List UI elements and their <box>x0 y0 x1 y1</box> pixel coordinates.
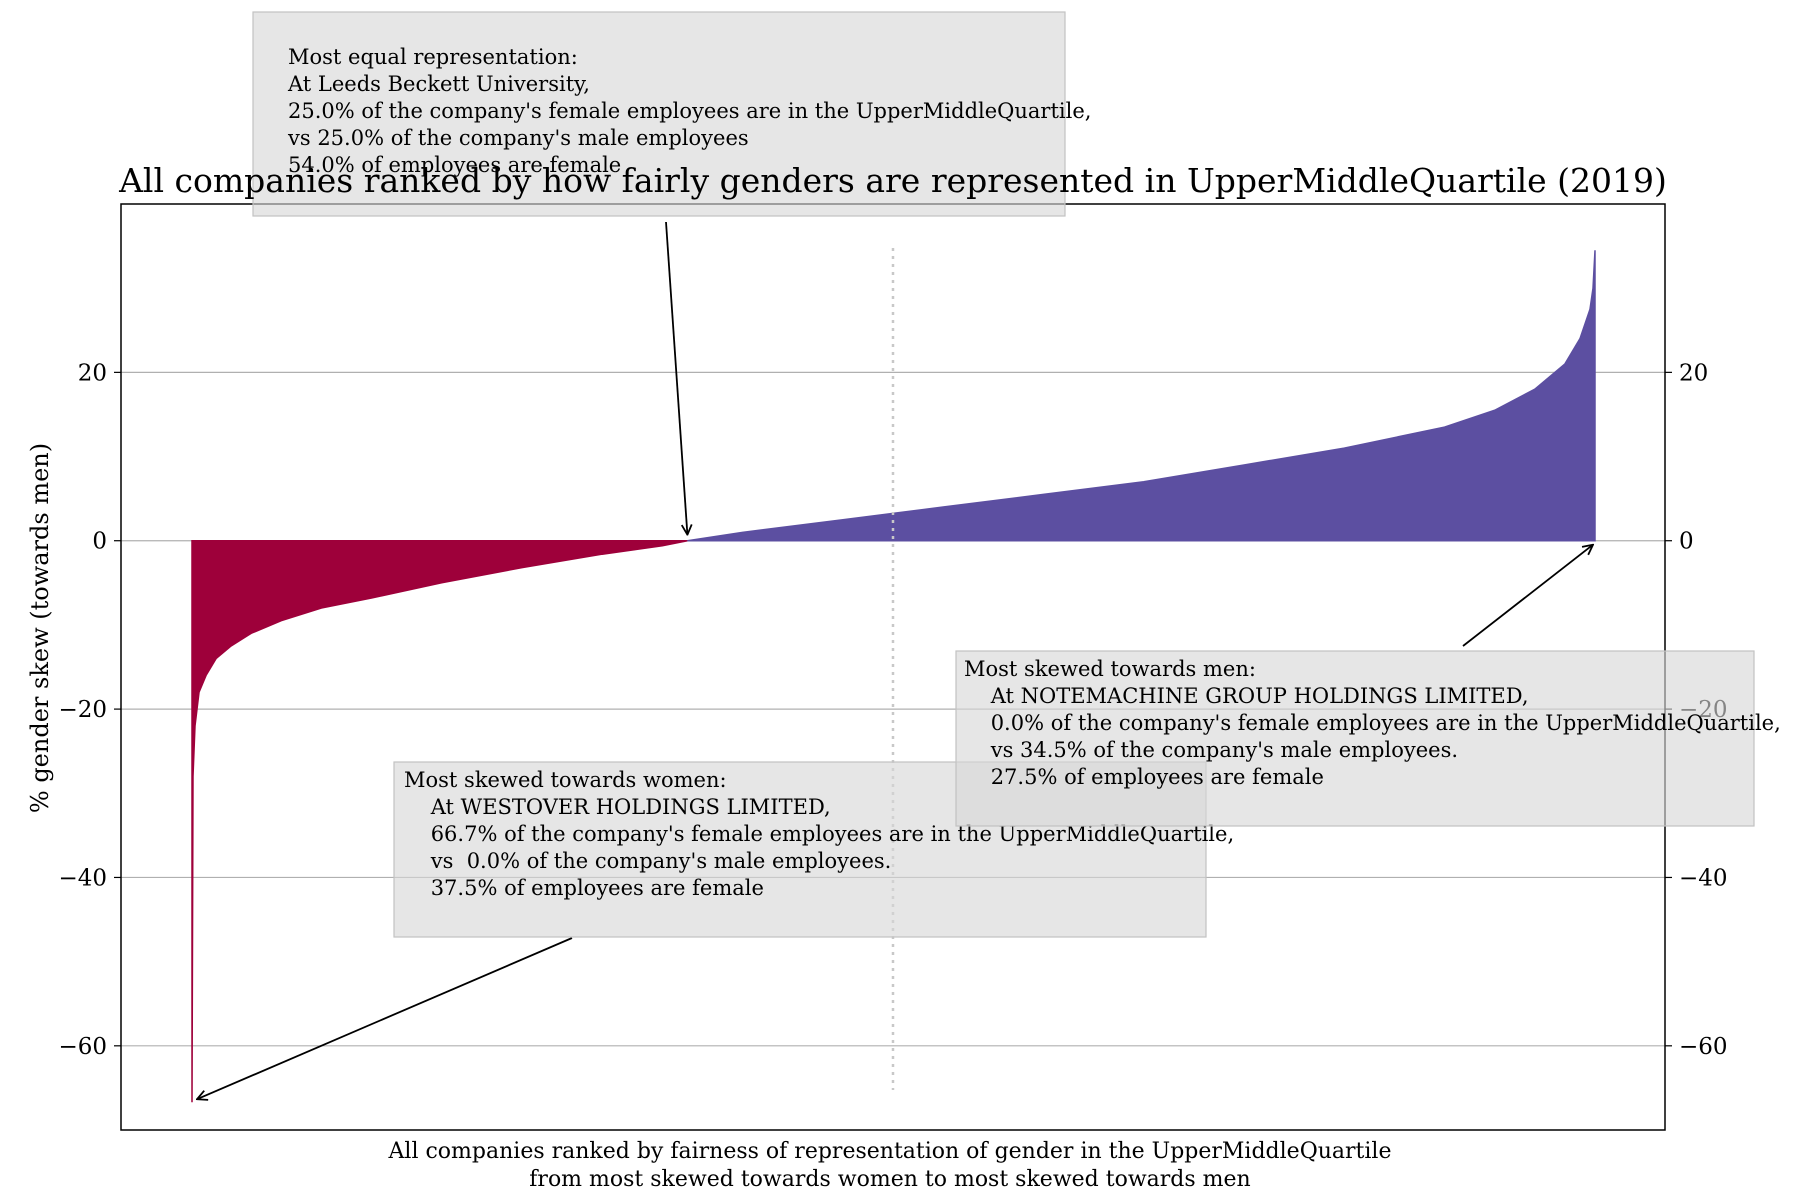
y-tick-label-right: −60 <box>1679 1034 1728 1060</box>
annotation-box <box>252 11 1066 217</box>
area-series-1 <box>687 250 1596 542</box>
y-axis-label: % gender skew (towards men) <box>26 443 54 813</box>
annotation-line: At NOTEMACHINE GROUP HOLDINGS LIMITED, <box>964 684 1529 708</box>
annotation-line: vs 34.5% of the company's male employees… <box>964 738 1458 762</box>
x-axis-label-line-1: All companies ranked by fairness of repr… <box>388 1139 1392 1164</box>
area-series-0 <box>191 539 688 1103</box>
plot-areas <box>191 250 1596 1103</box>
y-tick-label-right: −40 <box>1679 865 1728 891</box>
annotation-0: Most equal representation: At Leeds Becke… <box>252 11 1091 535</box>
annotation-2: Most skewed towards men: At NOTEMACHINE … <box>955 545 1781 827</box>
annotation-line: 25.0% of the company's female employees … <box>288 99 1091 123</box>
annotation-line: vs 25.0% of the company's male employees <box>287 126 749 150</box>
annotation-line: 27.5% of employees are female <box>964 765 1324 789</box>
y-tick-label-right: 20 <box>1679 360 1708 386</box>
annotation-line: 37.5% of employees are female <box>404 876 764 900</box>
y-tick-label-left: −60 <box>58 1034 107 1060</box>
annotations: Most equal representation: At Leeds Becke… <box>197 11 1781 1099</box>
annotation-line: Most skewed towards men: <box>964 657 1256 681</box>
y-tick-label-left: 0 <box>92 529 107 555</box>
annotation-arrow <box>1462 545 1593 647</box>
annotation-arrow <box>665 221 687 535</box>
y-tick-label-left: −20 <box>58 697 107 723</box>
annotation-line: 0.0% of the company's female employees a… <box>964 711 1781 735</box>
annotation-line: Most equal representation: <box>288 45 578 69</box>
annotation-line: At WESTOVER HOLDINGS LIMITED, <box>404 795 831 819</box>
x-axis-label-line-2: from most skewed towards women to most s… <box>529 1167 1250 1192</box>
annotation-line: vs 0.0% of the company's male employees. <box>404 849 891 873</box>
y-tick-label-right: 0 <box>1679 529 1694 555</box>
annotation-box <box>955 650 1755 827</box>
annotation-arrow <box>197 937 573 1099</box>
annotation-line: At Leeds Beckett University, <box>287 72 590 96</box>
y-tick-label-left: 20 <box>78 360 107 386</box>
chart-title: All companies ranked by how fairly gende… <box>118 161 1667 200</box>
annotation-line: 54.0% of employees are female <box>288 153 621 177</box>
y-tick-label-left: −40 <box>58 865 107 891</box>
annotation-line: Most skewed towards women: <box>404 768 727 792</box>
